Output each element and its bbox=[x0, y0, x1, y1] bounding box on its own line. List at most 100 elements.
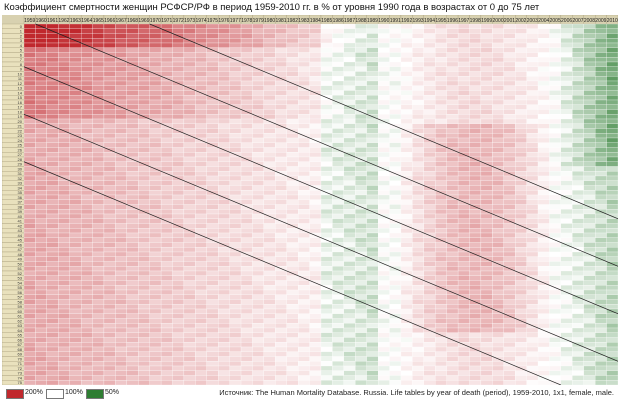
heatmap-cell bbox=[435, 71, 447, 77]
heatmap-cell bbox=[183, 204, 196, 210]
heatmap-cell bbox=[286, 147, 299, 153]
heatmap-cell bbox=[480, 327, 493, 333]
heatmap-cell bbox=[126, 166, 139, 172]
heatmap-cell bbox=[172, 370, 185, 376]
heatmap-cell bbox=[240, 261, 253, 267]
heatmap-cell bbox=[115, 232, 127, 238]
heatmap-cell bbox=[149, 323, 162, 329]
heatmap-cell bbox=[183, 199, 196, 205]
heatmap-cell bbox=[149, 266, 162, 272]
heatmap-cell bbox=[286, 251, 299, 257]
heatmap-cell bbox=[195, 213, 207, 219]
heatmap-cell bbox=[480, 137, 493, 143]
heatmap-cell bbox=[480, 147, 493, 153]
heatmap-cell bbox=[58, 152, 70, 158]
heatmap-cell bbox=[58, 232, 70, 238]
heatmap-cell bbox=[92, 52, 105, 58]
heatmap-cell bbox=[103, 109, 116, 115]
heatmap-cell bbox=[537, 323, 550, 329]
heatmap-cell bbox=[92, 104, 105, 110]
heatmap-cell bbox=[69, 351, 82, 357]
heatmap-cell bbox=[572, 28, 584, 34]
heatmap-cell bbox=[80, 251, 93, 257]
heatmap-cell bbox=[138, 266, 150, 272]
heatmap-cell bbox=[343, 147, 356, 153]
heatmap-cell bbox=[286, 199, 299, 205]
heatmap-cell bbox=[206, 114, 219, 120]
heatmap-cell bbox=[355, 95, 367, 101]
heatmap-cell bbox=[298, 23, 310, 29]
heatmap-cell bbox=[549, 351, 562, 357]
heatmap-cell bbox=[298, 232, 310, 238]
heatmap-cell bbox=[526, 114, 539, 120]
heatmap-cell bbox=[23, 218, 36, 224]
heatmap-cell bbox=[240, 147, 253, 153]
heatmap-cell bbox=[377, 318, 390, 324]
heatmap-cell bbox=[503, 128, 516, 134]
heatmap-cell bbox=[172, 375, 185, 381]
heatmap-cell bbox=[560, 266, 573, 272]
heatmap-cell bbox=[469, 161, 482, 167]
heatmap-cell bbox=[412, 166, 424, 172]
heatmap-cell bbox=[218, 218, 230, 224]
heatmap-cell bbox=[172, 71, 185, 77]
heatmap-cell bbox=[58, 28, 70, 34]
heatmap-cell bbox=[377, 85, 390, 91]
heatmap-cell bbox=[286, 308, 299, 314]
heatmap-cell bbox=[229, 194, 242, 200]
heatmap-cell bbox=[503, 90, 516, 96]
heatmap-cell bbox=[389, 95, 402, 101]
heatmap-cell bbox=[332, 365, 344, 371]
heatmap-cell bbox=[400, 299, 413, 305]
heatmap-cell bbox=[149, 299, 162, 305]
heatmap-cell bbox=[126, 304, 139, 310]
heatmap-cell bbox=[275, 71, 287, 77]
heatmap-cell bbox=[446, 123, 459, 129]
heatmap-cell bbox=[69, 380, 82, 385]
heatmap-cell bbox=[172, 304, 185, 310]
heatmap-cell bbox=[149, 199, 162, 205]
heatmap-cell bbox=[377, 99, 390, 105]
heatmap-cell bbox=[275, 275, 287, 281]
heatmap-cell bbox=[183, 327, 196, 333]
heatmap-cell bbox=[115, 280, 127, 286]
heatmap-cell bbox=[469, 85, 482, 91]
heatmap-cell bbox=[275, 285, 287, 291]
heatmap-cell bbox=[172, 380, 185, 385]
heatmap-cell bbox=[138, 57, 150, 63]
age-tick-label: 66 bbox=[18, 337, 23, 342]
heatmap-cell bbox=[560, 109, 573, 115]
heatmap-cell bbox=[183, 147, 196, 153]
heatmap-cell bbox=[457, 242, 470, 248]
heatmap-cell bbox=[309, 42, 322, 48]
heatmap-cell bbox=[149, 161, 162, 167]
heatmap-cell bbox=[138, 304, 150, 310]
heatmap-cell bbox=[583, 76, 596, 82]
heatmap-cell bbox=[343, 175, 356, 181]
heatmap-cell bbox=[583, 161, 596, 167]
heatmap-cell bbox=[400, 180, 413, 186]
heatmap-cell bbox=[320, 152, 333, 158]
heatmap-cell bbox=[526, 313, 539, 319]
heatmap-cell bbox=[389, 213, 402, 219]
heatmap-cell bbox=[320, 133, 333, 139]
heatmap-cell bbox=[69, 204, 82, 210]
heatmap-cell bbox=[103, 242, 116, 248]
heatmap-cell bbox=[355, 232, 367, 238]
heatmap-cell bbox=[526, 247, 539, 253]
heatmap-cell bbox=[160, 194, 173, 200]
heatmap-cell bbox=[503, 332, 516, 338]
heatmap-cell bbox=[492, 299, 504, 305]
heatmap-cell bbox=[480, 114, 493, 120]
heatmap-cell bbox=[469, 213, 482, 219]
heatmap-cell bbox=[572, 114, 584, 120]
heatmap-cell bbox=[446, 327, 459, 333]
heatmap-cell bbox=[446, 156, 459, 162]
heatmap-cell bbox=[595, 261, 607, 267]
year-tick-label: 1981 bbox=[275, 18, 286, 24]
heatmap-cell bbox=[240, 247, 253, 253]
age-tick-label: 40 bbox=[18, 214, 23, 219]
heatmap-cell bbox=[298, 313, 310, 319]
heatmap-cell bbox=[229, 33, 242, 39]
heatmap-cell bbox=[92, 38, 105, 44]
